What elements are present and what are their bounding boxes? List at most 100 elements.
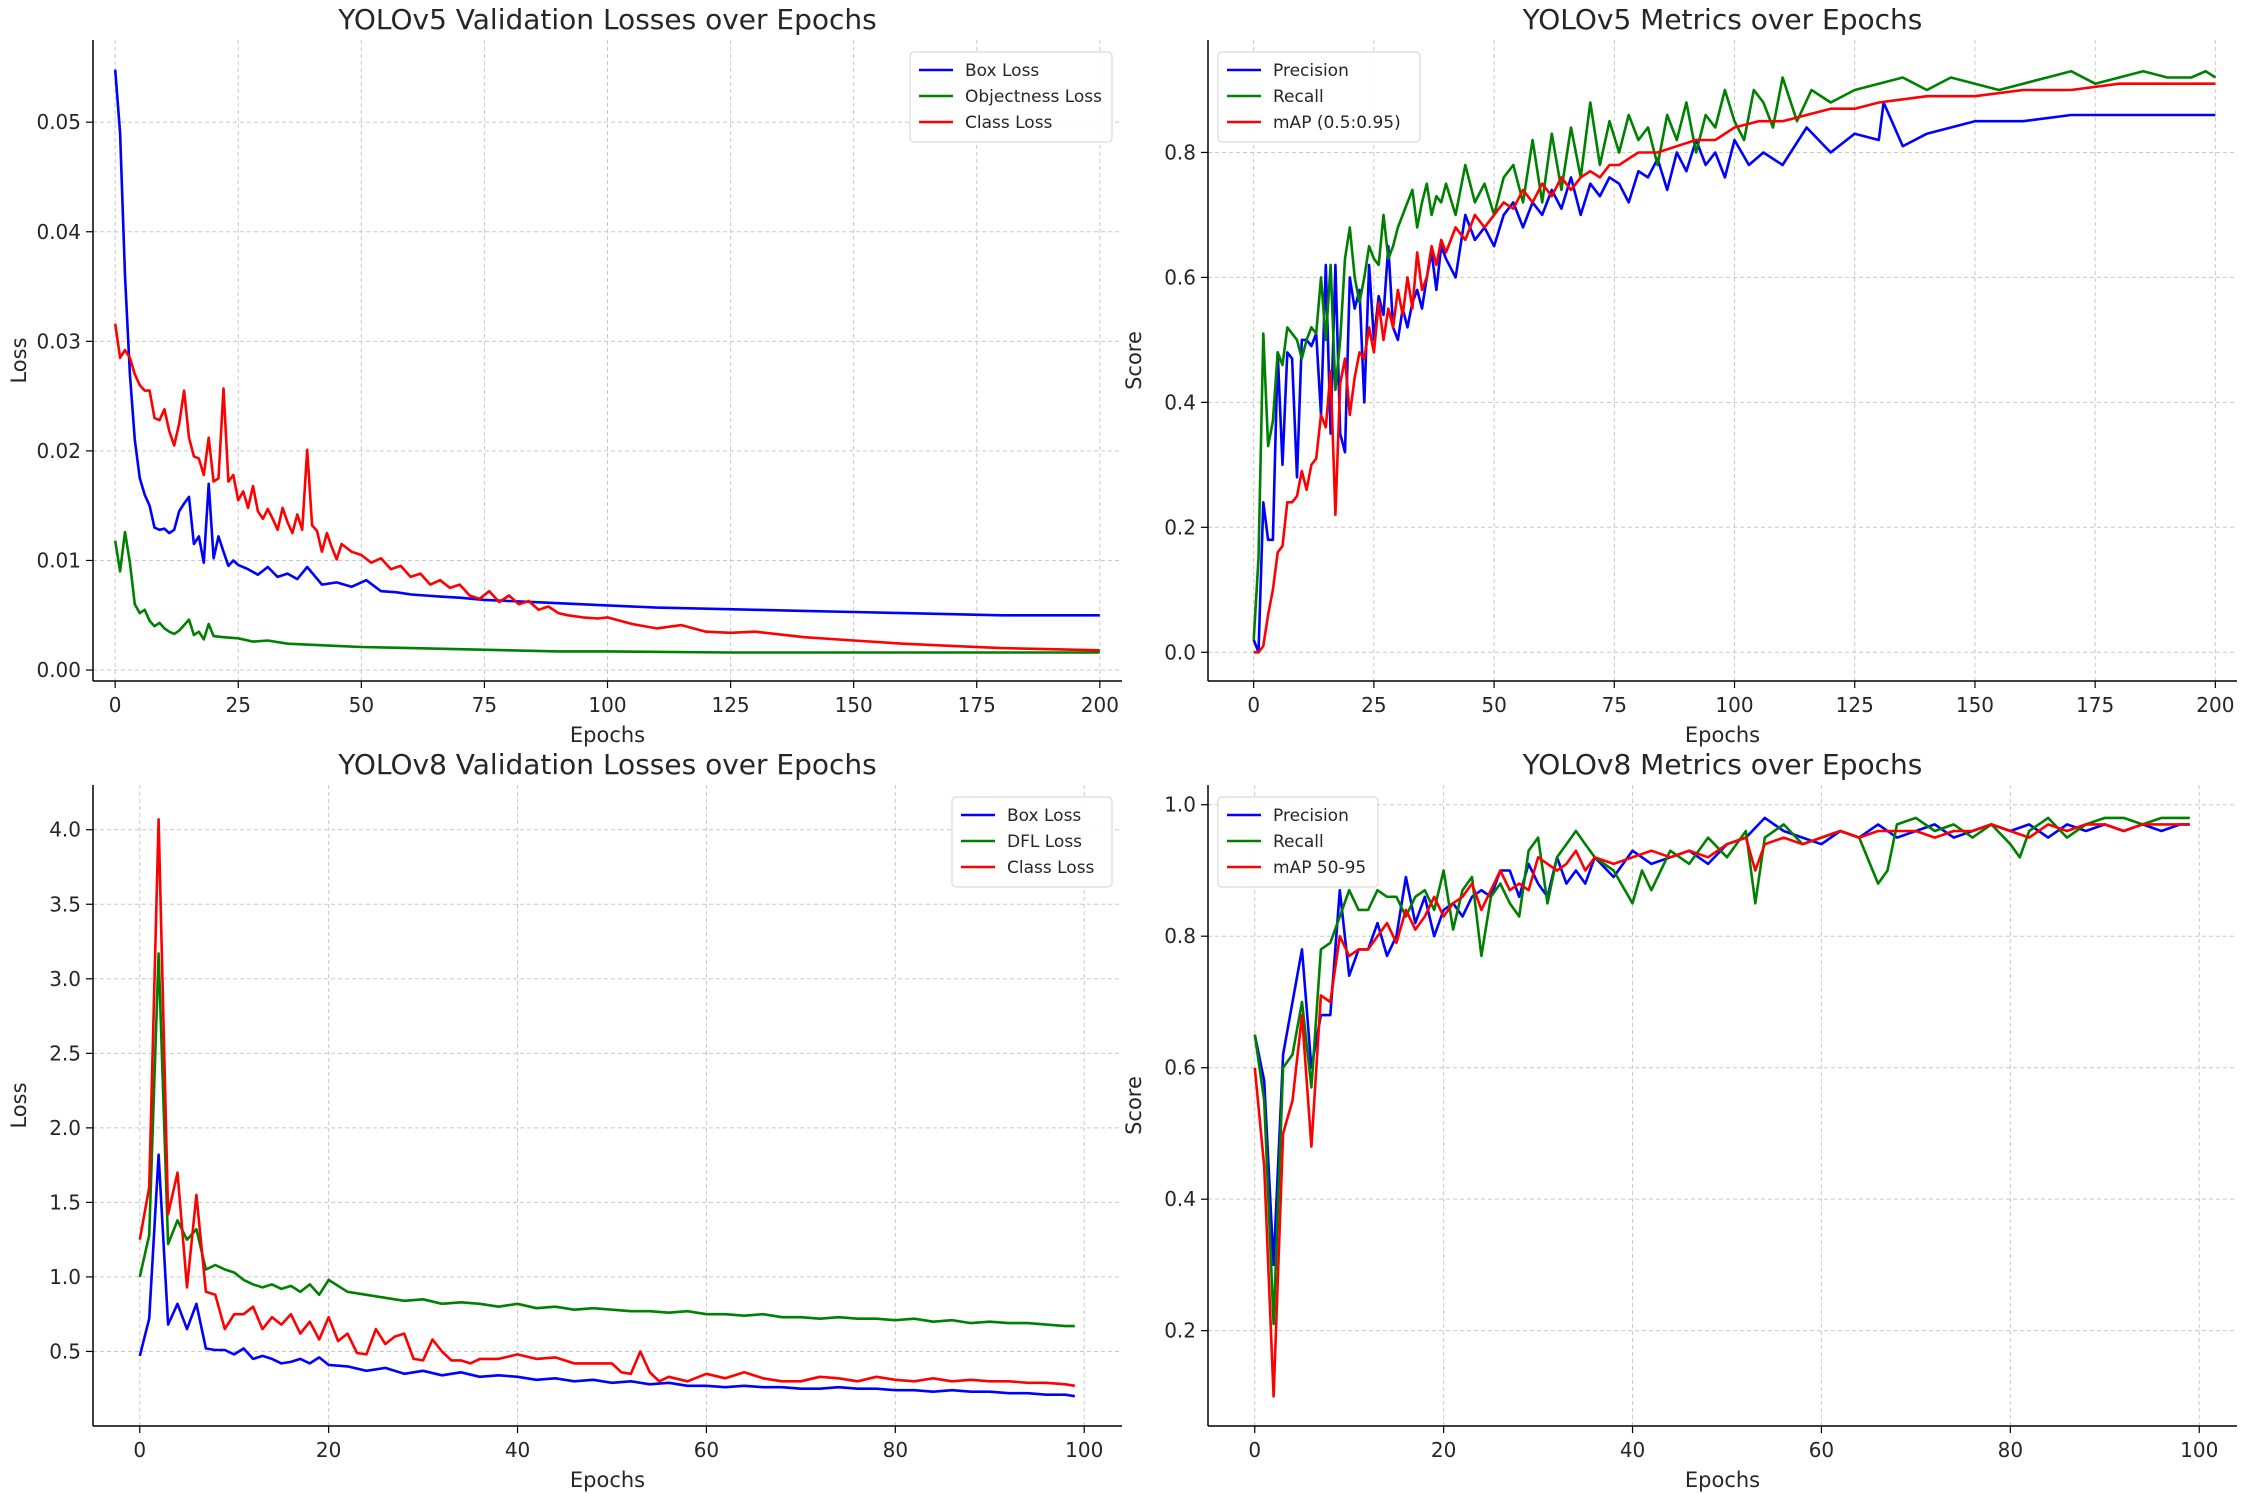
legend: Precision Recall mAP (0.5:0.95) (1217, 51, 1421, 143)
x-tick-label: 0 (1247, 693, 1260, 717)
x-tick-label: 50 (349, 693, 374, 717)
y-tick-label: 0.8 (1164, 140, 1196, 164)
x-tick-label: 80 (1998, 1438, 2023, 1462)
x-tick-label: 40 (1620, 1438, 1645, 1462)
chart-1: 0 25 50 75 100 125 150 175 200 0.00 0.01 0.02 0.03 0.… (7, 3, 1122, 747)
y-axis-label: Loss (7, 337, 31, 383)
chart-title: YOLOv8 Validation Losses over Epochs (337, 748, 877, 781)
x-tick-label: 25 (226, 693, 251, 717)
y-tick-label: 0.6 (1164, 1056, 1196, 1080)
chart-title: YOLOv5 Validation Losses over Epochs (337, 3, 877, 36)
series-line-1 (1252, 101, 2216, 654)
series-line-1 (138, 1153, 1076, 1398)
series-line-3 (1253, 823, 2190, 1398)
x-tick-label: 40 (505, 1438, 530, 1462)
x-tick-label: 175 (958, 693, 996, 717)
y-tick-label: 0.4 (1164, 390, 1196, 414)
y-axis-label: Score (1122, 331, 1146, 390)
chart-3: 0 20 40 60 80 100 0.5 1.0 1.5 2.0 2.5 3.0 3.5 4.0 YOLO… (7, 748, 1122, 1492)
legend-label: DFL Loss (1007, 832, 1082, 852)
x-tick-label: 0 (109, 693, 122, 717)
legend-label: Recall (1273, 832, 1324, 852)
x-tick-label: 200 (1081, 693, 1119, 717)
series-line-2 (138, 952, 1075, 1328)
x-tick-label: 100 (1715, 693, 1753, 717)
x-tick-label: 20 (316, 1438, 341, 1462)
y-tick-label: 1.0 (1164, 793, 1196, 817)
y-tick-label: 3.0 (49, 967, 81, 991)
x-tick-label: 100 (2180, 1438, 2218, 1462)
legend-box (1217, 51, 1421, 143)
series-line-2 (113, 530, 1100, 654)
y-tick-label: 0.02 (36, 439, 81, 463)
x-tick-label: 150 (1956, 693, 1994, 717)
x-tick-label: 50 (1481, 693, 1506, 717)
legend-label: Box Loss (1007, 806, 1081, 826)
x-axis-label: Epochs (1685, 723, 1760, 747)
y-tick-label: 0.03 (36, 329, 81, 353)
x-tick-label: 100 (1065, 1438, 1103, 1462)
x-axis-label: Epochs (570, 1468, 645, 1492)
x-tick-label: 0 (133, 1438, 146, 1462)
legend: Box Loss DFL Loss Class Loss (951, 796, 1113, 888)
y-tick-label: 0.2 (1164, 1319, 1196, 1343)
x-tick-label: 75 (1602, 693, 1627, 717)
legend-label: Box Loss (965, 61, 1039, 81)
series-line-2 (1253, 816, 2190, 1326)
y-tick-label: 0.6 (1164, 265, 1196, 289)
legend-label: mAP (0.5:0.95) (1273, 113, 1401, 133)
y-tick-label: 2.5 (49, 1041, 81, 1065)
legend-label: Objectness Loss (965, 87, 1102, 107)
y-tick-label: 0.00 (36, 658, 81, 682)
x-axis-label: Epochs (570, 723, 645, 747)
y-tick-label: 0.4 (1164, 1187, 1196, 1211)
legend: Box Loss Objectness Loss Class Loss (909, 51, 1113, 143)
x-tick-label: 200 (2196, 693, 2234, 717)
series-line-1 (1253, 816, 2190, 1267)
y-axis-label: Score (1122, 1076, 1146, 1135)
legend-label: Precision (1273, 806, 1349, 826)
x-tick-label: 100 (588, 693, 626, 717)
x-tick-label: 60 (694, 1438, 719, 1462)
y-tick-label: 1.0 (49, 1265, 81, 1289)
x-axis-label: Epochs (1685, 1468, 1760, 1492)
y-tick-label: 0.0 (1164, 640, 1196, 664)
x-tick-label: 150 (835, 693, 873, 717)
x-tick-label: 25 (1361, 693, 1386, 717)
x-tick-label: 125 (711, 693, 749, 717)
y-tick-label: 2.0 (49, 1116, 81, 1140)
x-tick-label: 20 (1431, 1438, 1456, 1462)
x-tick-label: 0 (1248, 1438, 1261, 1462)
legend-box (1217, 796, 1379, 888)
y-tick-label: 0.5 (49, 1339, 81, 1363)
series-line-1 (113, 69, 1100, 617)
x-tick-label: 75 (472, 693, 497, 717)
chart-title: YOLOv5 Metrics over Epochs (1522, 3, 1923, 36)
chart-2: 0 25 50 75 100 125 150 175 200 0.0 0.2 0.4 0.6 0.8 YOL… (1122, 3, 2237, 747)
chart-4: 0 20 40 60 80 100 0.2 0.4 0.6 0.8 1.0 YOLOv8 Metric… (1122, 748, 2237, 1492)
legend-box (909, 51, 1113, 143)
y-tick-label: 0.2 (1164, 515, 1196, 539)
series-line-2 (1252, 69, 2217, 640)
y-tick-label: 4.0 (49, 818, 81, 842)
y-tick-label: 0.8 (1164, 924, 1196, 948)
y-tick-label: 1.5 (49, 1190, 81, 1214)
legend-label: Precision (1273, 61, 1349, 81)
x-tick-label: 125 (1836, 693, 1874, 717)
y-tick-label: 0.05 (36, 110, 81, 134)
legend-label: Class Loss (965, 113, 1053, 133)
series-line-3 (113, 323, 1100, 652)
legend-box (951, 796, 1113, 888)
legend-label: Recall (1273, 87, 1324, 107)
y-tick-label: 0.04 (36, 220, 81, 244)
x-tick-label: 80 (883, 1438, 908, 1462)
series-line-3 (138, 817, 1076, 1388)
y-axis-label: Loss (7, 1082, 31, 1128)
legend-label: mAP 50-95 (1273, 858, 1366, 878)
x-tick-label: 60 (1809, 1438, 1834, 1462)
legend-label: Class Loss (1007, 858, 1095, 878)
chart-title: YOLOv8 Metrics over Epochs (1522, 748, 1923, 781)
y-tick-label: 3.5 (49, 892, 81, 916)
x-tick-label: 175 (2076, 693, 2114, 717)
